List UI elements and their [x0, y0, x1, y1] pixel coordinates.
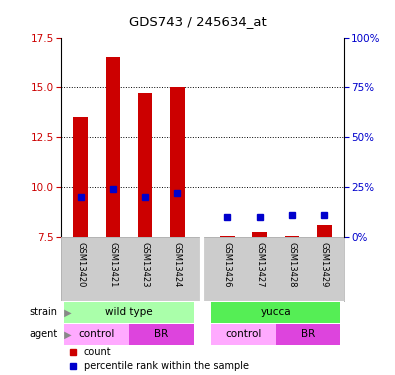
Bar [252, 232, 267, 237]
Text: GSM13424: GSM13424 [173, 243, 182, 288]
Text: percentile rank within the sample: percentile rank within the sample [84, 361, 249, 371]
Bar [220, 236, 235, 237]
Text: GSM13420: GSM13420 [76, 243, 85, 288]
Text: control: control [79, 329, 115, 339]
Text: ▶: ▶ [61, 329, 71, 339]
Text: yucca: yucca [261, 307, 291, 317]
Text: ▶: ▶ [61, 307, 71, 317]
Text: GSM13427: GSM13427 [255, 243, 264, 288]
Text: GSM13426: GSM13426 [223, 243, 232, 288]
Bar [64, 302, 194, 323]
Text: control: control [226, 329, 262, 339]
Text: BR: BR [301, 329, 315, 339]
Text: GSM13429: GSM13429 [320, 243, 329, 288]
Bar [285, 236, 299, 237]
Bar [64, 324, 129, 345]
Text: GSM13428: GSM13428 [288, 243, 297, 288]
Bar [211, 302, 340, 323]
Bar [129, 324, 194, 345]
Text: GSM13421: GSM13421 [108, 243, 117, 288]
Text: wild type: wild type [105, 307, 153, 317]
Text: strain: strain [29, 307, 57, 317]
Bar [211, 324, 276, 345]
Text: count: count [84, 347, 111, 357]
Bar [138, 93, 152, 237]
Bar [317, 225, 331, 237]
Bar [105, 57, 120, 237]
Text: agent: agent [29, 329, 57, 339]
Bar [73, 117, 88, 237]
Text: BR: BR [154, 329, 168, 339]
Bar [276, 324, 340, 345]
Bar [170, 87, 185, 237]
Text: GDS743 / 245634_at: GDS743 / 245634_at [129, 15, 266, 28]
Text: GSM13423: GSM13423 [141, 243, 150, 288]
